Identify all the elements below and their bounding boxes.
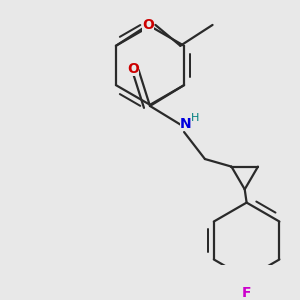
Text: F: F <box>242 286 251 300</box>
Text: O: O <box>142 18 154 32</box>
Text: H: H <box>191 113 199 123</box>
Text: O: O <box>128 61 139 76</box>
Text: N: N <box>180 118 191 131</box>
